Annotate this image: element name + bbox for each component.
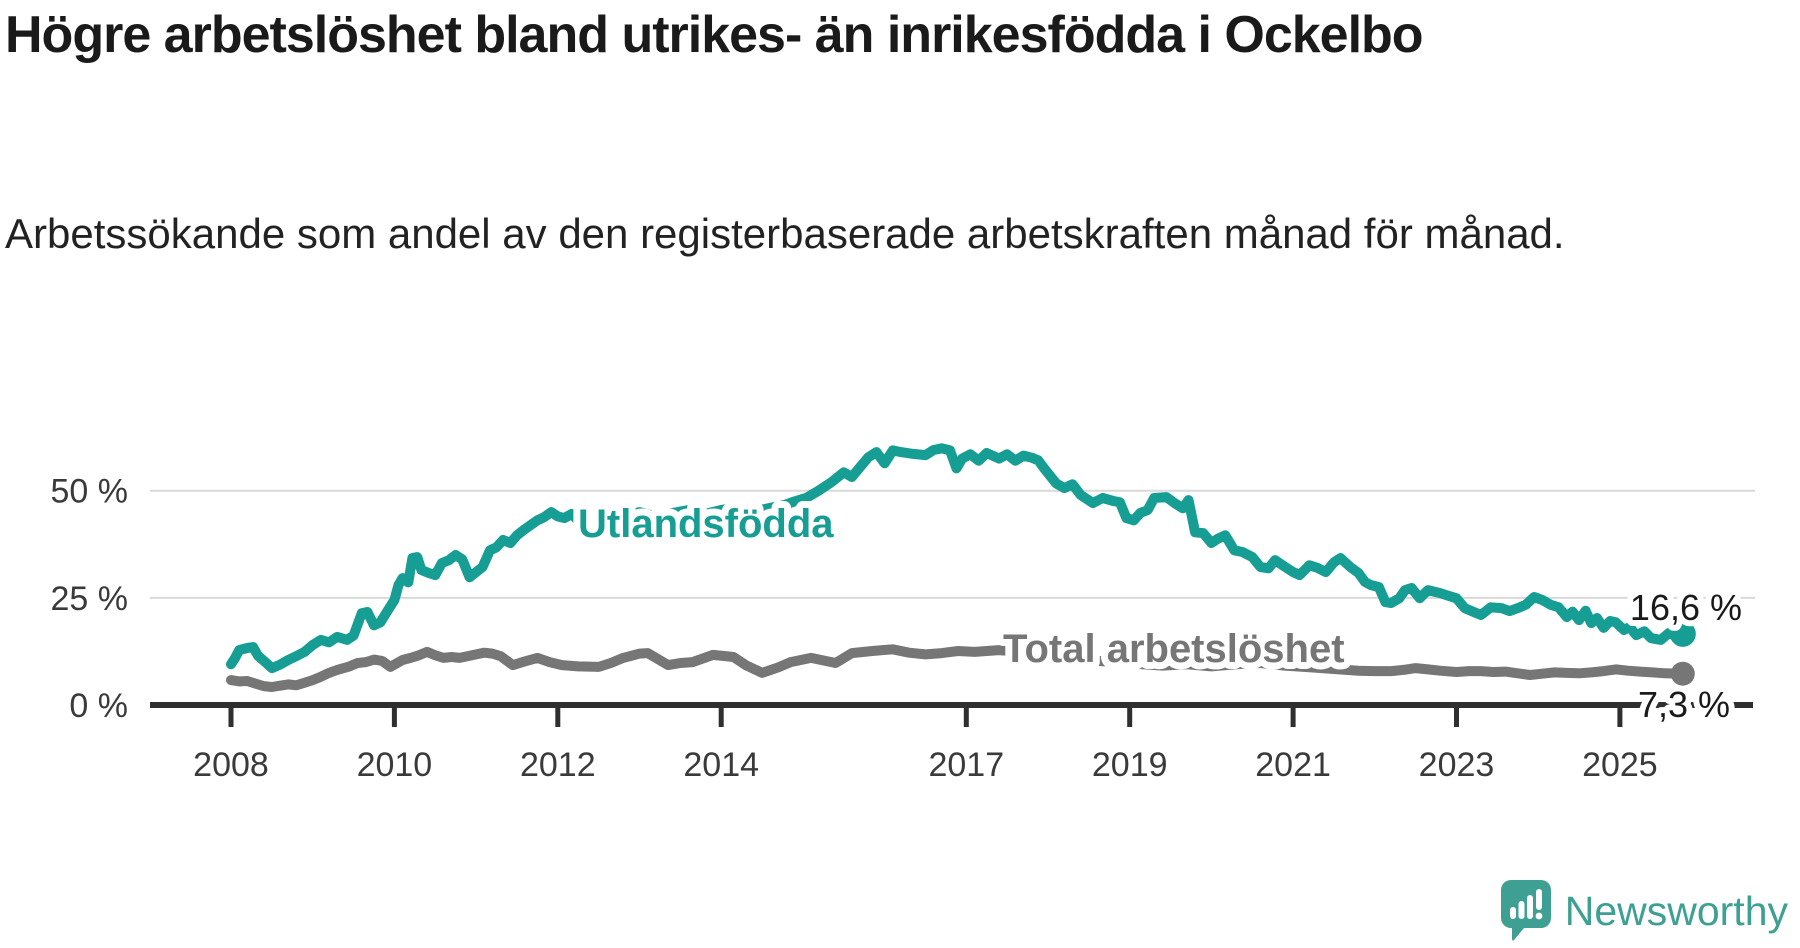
x-tick-label-2014: 2014 — [683, 746, 759, 784]
newsworthy-logo: Newsworthy — [1500, 880, 1788, 942]
x-tick-label-2017: 2017 — [928, 746, 1004, 784]
y-axis-label-50: 50 % — [51, 473, 129, 511]
series-line-total — [226, 644, 1688, 692]
series-end-value-total: 7,3 % — [1638, 684, 1730, 725]
series-end-dot-utlandsfodda — [1669, 620, 1696, 647]
series-line-utlandsfodda — [226, 443, 1688, 674]
newsworthy-logo-icon — [1500, 880, 1551, 941]
page-title: Högre arbetslöshet bland utrikes- än inr… — [5, 6, 1424, 64]
x-tick-label-2012: 2012 — [520, 746, 596, 784]
x-tick-label-2010: 2010 — [357, 746, 433, 784]
x-tick-label-2019: 2019 — [1092, 746, 1168, 784]
x-tick-label-2021: 2021 — [1255, 746, 1331, 784]
series-label-utlandsfodda: Utlandsfödda — [578, 502, 834, 546]
series-end-dot-total — [1670, 661, 1695, 686]
x-tick-label-2025: 2025 — [1582, 746, 1658, 784]
series-end-value-utlandsfodda: 16,6 % — [1630, 587, 1742, 628]
x-tick-label-2023: 2023 — [1419, 746, 1495, 784]
newsworthy-wordmark: Newsworthy — [1564, 887, 1788, 934]
chart-subtitle: Arbetssökande som andel av den registerb… — [5, 210, 1565, 257]
series-label-total: Total arbetslöshet — [1003, 627, 1345, 671]
y-axis-label-0: 0 % — [69, 687, 128, 725]
x-tick-label-2008: 2008 — [193, 746, 269, 784]
y-axis-label-25: 25 % — [51, 580, 129, 618]
